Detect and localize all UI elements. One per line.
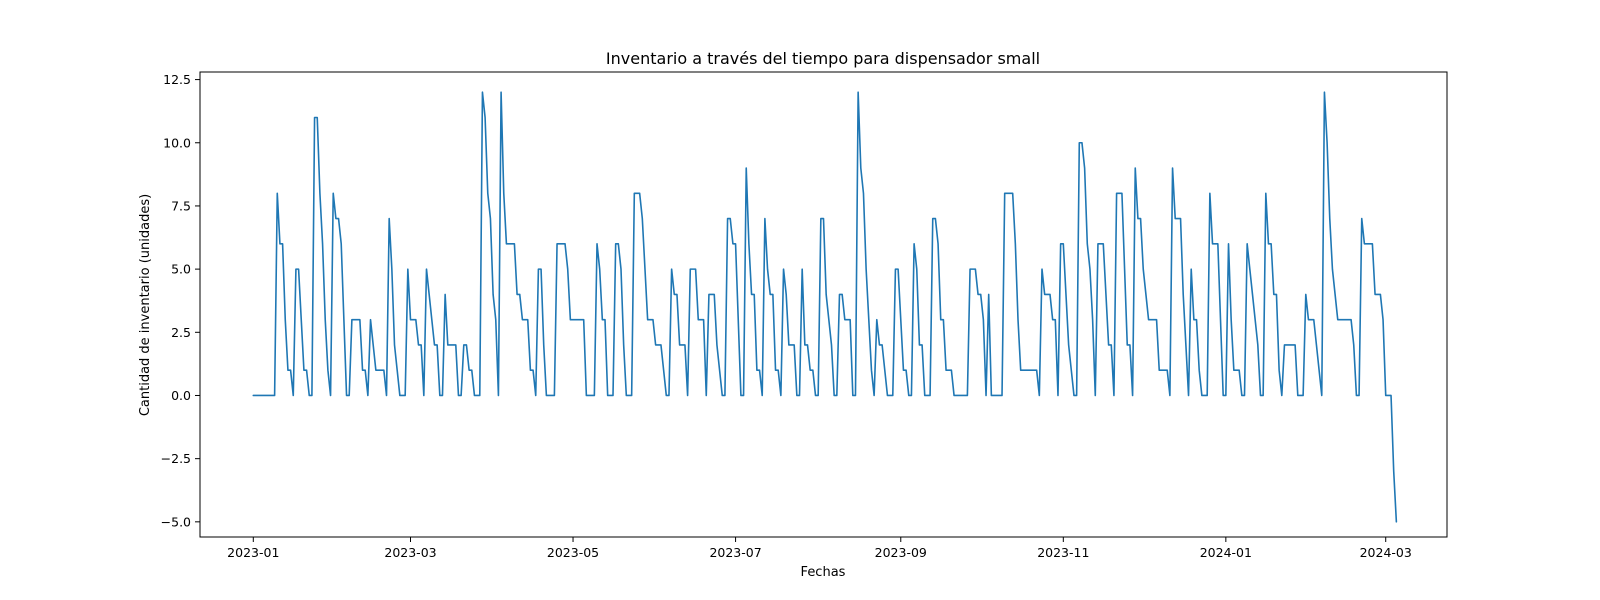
y-tick-label: 12.5 [163,72,191,87]
x-tick-label: 2023-01 [227,545,279,560]
x-tick-label: 2023-03 [384,545,436,560]
y-tick-label: −5.0 [161,514,191,529]
y-axis-ticks: −5.0 −2.5 0.0 2.5 5.0 7.5 10.0 12.5 [161,72,200,529]
y-tick-label: 5.0 [171,262,191,277]
x-tick-label: 2024-03 [1360,545,1412,560]
x-tick-label: 2023-05 [547,545,599,560]
series-line-0 [252,91,1398,523]
x-tick-label: 2023-07 [709,545,761,560]
y-tick-label: 7.5 [171,198,191,213]
axes-frame [199,71,1448,538]
x-tick-label: 2023-09 [875,545,927,560]
chart-title: Inventario a través del tiempo para disp… [606,49,1040,68]
y-tick-label: −2.5 [161,451,191,466]
x-tick-label: 2024-01 [1200,545,1252,560]
y-tick-label: 2.5 [171,325,191,340]
x-tick-label: 2023-11 [1037,545,1089,560]
y-tick-label: 0.0 [171,388,191,403]
x-axis-label: Fechas [801,565,846,580]
y-axis-label: Cantidad de inventario (unidades) [138,194,153,416]
plot-series [252,91,1398,523]
y-tick-label: 10.0 [163,135,191,150]
x-axis-ticks: 2023-01 2023-03 2023-05 2023-07 2023-09 2023-… [227,537,1412,560]
